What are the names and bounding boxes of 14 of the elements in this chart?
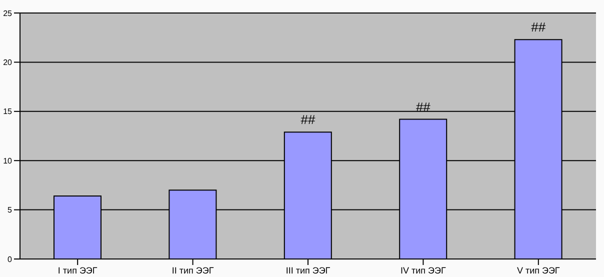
x-tick-label: II тип ЭЭГ (172, 265, 214, 276)
y-tick-label: 5 (8, 206, 13, 215)
y-tick-label: 0 (8, 254, 13, 264)
annotation: ## (416, 99, 432, 114)
annotation: ## (300, 112, 316, 128)
y-tick-label: 25 (3, 8, 13, 18)
x-tick-label: IV тип ЭЭГ (400, 265, 446, 276)
y-tick-label: 15 (3, 107, 13, 116)
y-tick-label: 20 (3, 58, 13, 68)
y-tick-label: 10 (3, 156, 13, 166)
annotation: ## (531, 20, 546, 35)
x-tick-label: V тип ЭЭГ (516, 265, 560, 276)
x-tick-label: III тип ЭЭГ (286, 265, 330, 276)
x-tick-label: I тип ЭЭГ (58, 265, 98, 276)
